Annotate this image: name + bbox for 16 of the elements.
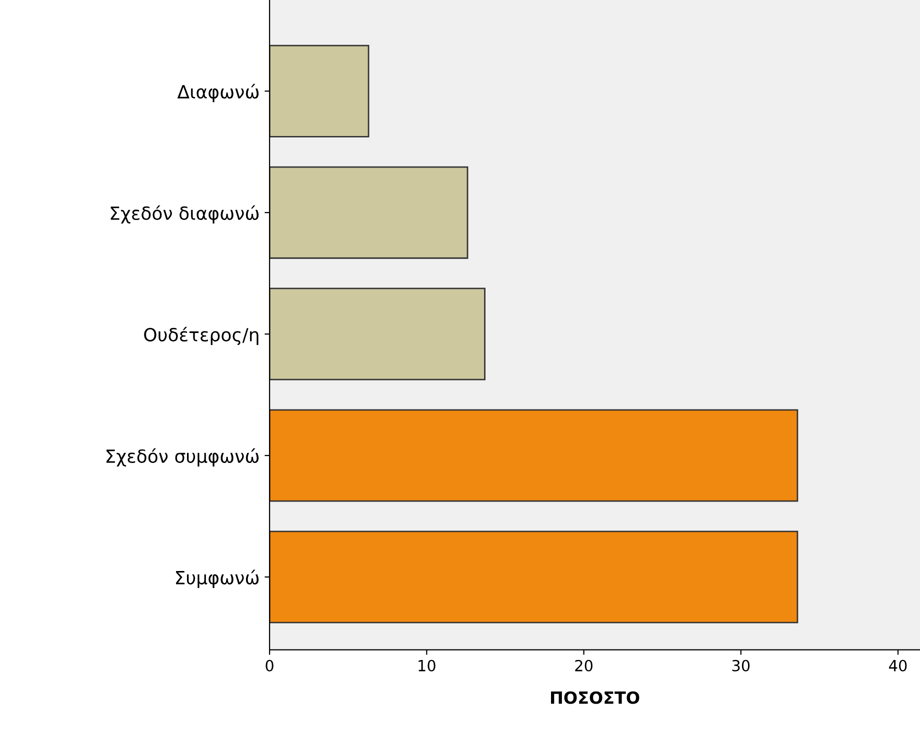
x-axis-title: ΠΟΣΟΣΤΟ — [551, 691, 640, 704]
bar — [270, 409, 798, 502]
x-tick-label: 0 — [266, 660, 274, 672]
y-tick-label: Σχεδόν συμφωνώ — [106, 448, 259, 466]
bar — [270, 166, 468, 259]
bar — [270, 44, 370, 138]
bar — [270, 288, 486, 380]
y-tick-label: Διαφωνώ — [177, 84, 259, 102]
x-tick-label: 30 — [732, 660, 750, 672]
bar — [270, 530, 798, 624]
x-tick-label: 10 — [418, 660, 436, 672]
y-tick-label: Σχεδόν διαφωνώ — [110, 205, 259, 224]
x-tick-label: 20 — [575, 660, 592, 672]
y-tick-label: Συμφωνώ — [176, 570, 259, 588]
y-tick-label: Ουδέτερος/η — [144, 326, 258, 346]
x-tick-label: 40 — [889, 660, 907, 672]
